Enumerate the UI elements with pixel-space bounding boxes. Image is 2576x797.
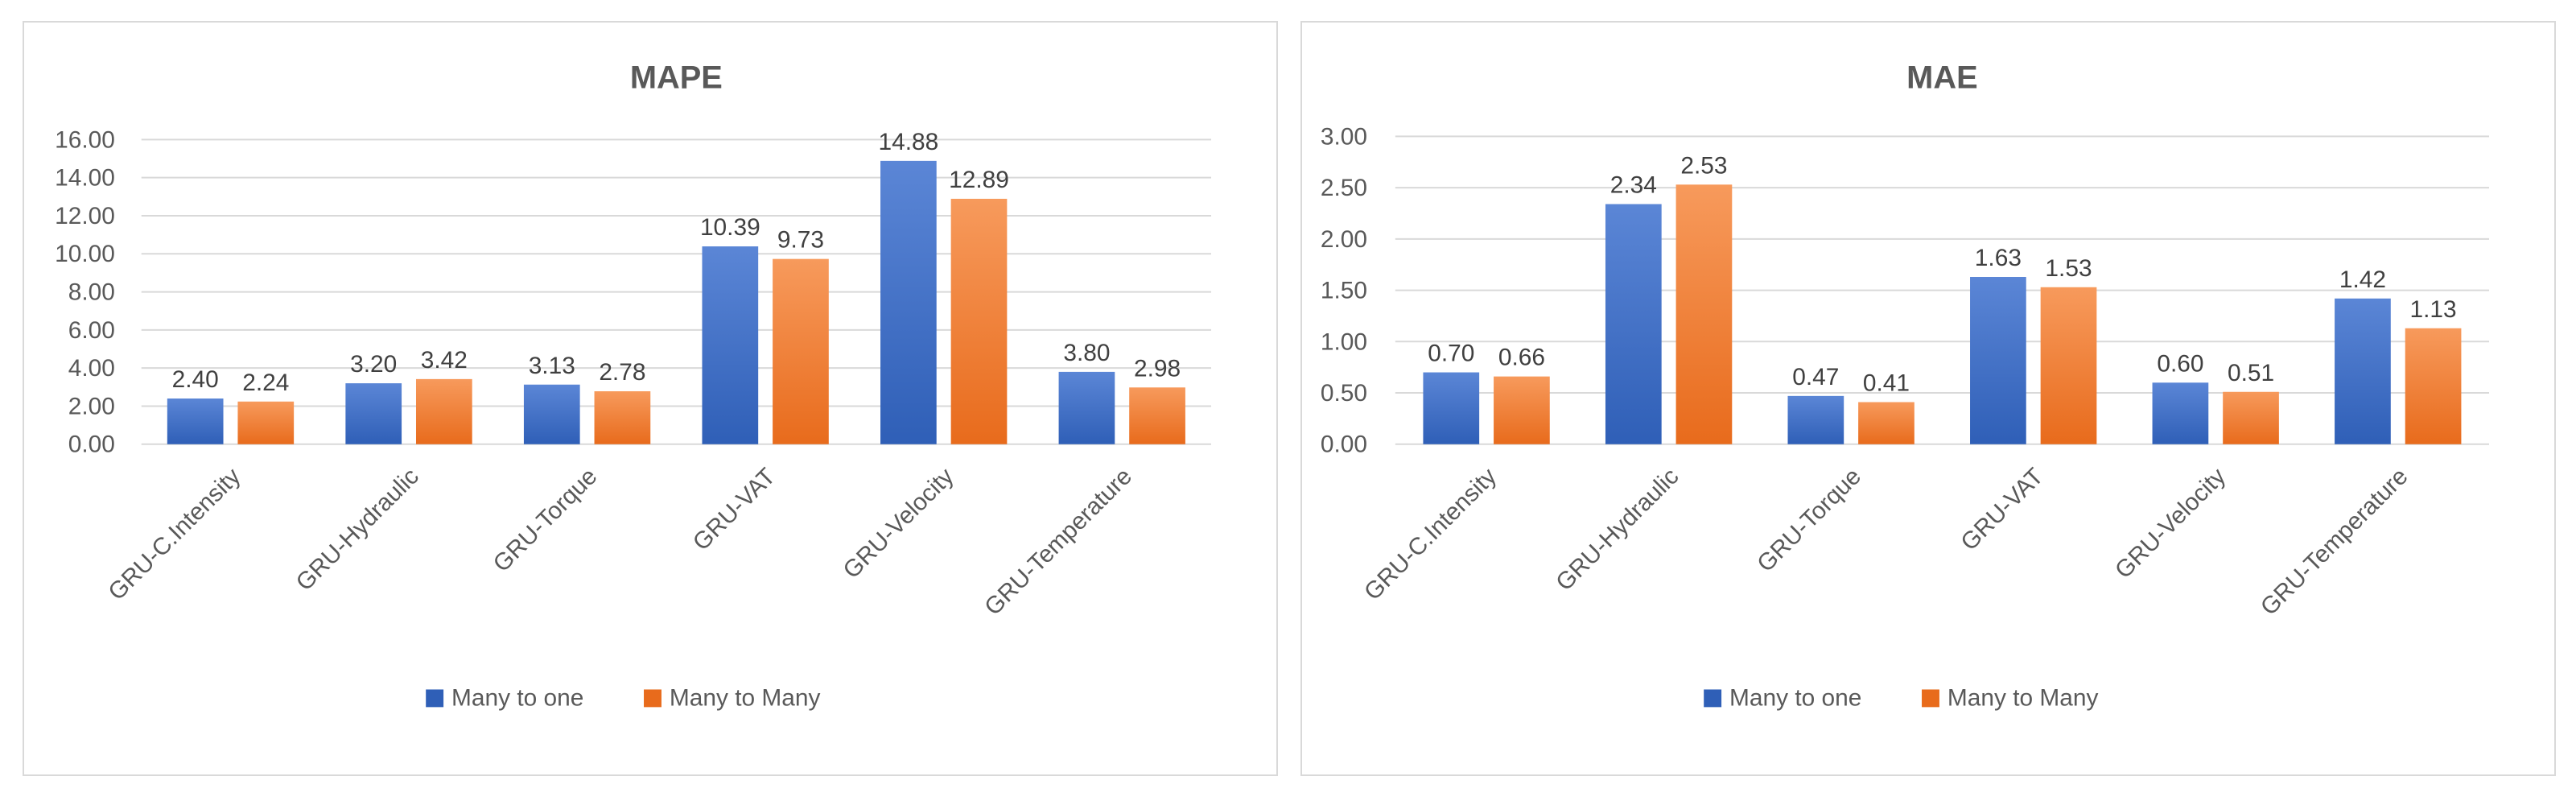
mae-bar-many-to-many	[2040, 287, 2097, 444]
mae-data-label: 0.41	[1863, 370, 1910, 397]
mape-bar-many-to-many	[950, 198, 1008, 444]
mape-data-label: 14.88	[879, 129, 939, 155]
mae-bar-many-to-many	[1858, 402, 1914, 444]
mape-data-label: 12.89	[949, 167, 1009, 193]
mae-bar-many-to-one	[1787, 395, 1844, 444]
mae-legend-label: Many to one	[1729, 684, 1861, 711]
mape-y-tick-label: 4.00	[68, 355, 115, 382]
mae-legend-swatch-many-to-many	[1922, 689, 1939, 708]
mape-legend-swatch-many-to-many	[644, 689, 662, 708]
mape-legend-swatch-many-to-one	[426, 689, 444, 708]
mape-y-tick-label: 0.00	[68, 432, 115, 458]
mape-legend-label: Many to one	[451, 684, 583, 711]
mape-category-label: GRU-C.Intensity	[103, 463, 245, 605]
mae-bar-many-to-many	[1675, 184, 1733, 444]
mape-y-tick-label: 10.00	[55, 241, 115, 267]
mae-data-label: 2.53	[1680, 152, 1727, 179]
mape-bar-many-to-one	[880, 160, 937, 444]
mae-bar-many-to-many	[2223, 391, 2279, 444]
mape-y-tick-label: 12.00	[55, 203, 115, 229]
mape-data-label: 3.80	[1063, 340, 1110, 366]
mae-y-tick-label: 0.00	[1321, 432, 1367, 458]
mae-bar-many-to-many	[2405, 328, 2462, 444]
mape-chart-title: MAPE	[630, 60, 723, 96]
mape-bar-many-to-one	[167, 398, 224, 444]
mae-data-label: 0.66	[1498, 345, 1545, 371]
mape-bar-many-to-many	[594, 391, 651, 444]
mape-bar-many-to-many	[1129, 387, 1185, 444]
mape-bar-many-to-one	[702, 246, 759, 444]
mape-chart: MAPE 0.00 2.00 4.00 6.00 8.00 10.00 12.00 14.00 1…	[55, 60, 1212, 711]
mae-chart-panel: MAE 0.00 0.50 1.00 1.50 2.00 2.50 3.00 0.70 0.66 G…	[1300, 21, 2556, 776]
mae-data-label: 2.34	[1610, 172, 1657, 199]
mape-legend-label: Many to Many	[670, 684, 821, 711]
mape-data-label: 2.98	[1134, 355, 1181, 382]
mae-legend-swatch-many-to-one	[1704, 689, 1722, 708]
mape-y-tick-label: 8.00	[68, 279, 115, 306]
mae-data-label: 0.47	[1792, 364, 1839, 390]
mae-category-label: GRU-C.Intensity	[1359, 463, 1502, 605]
mape-y-tick-label: 14.00	[55, 165, 115, 192]
mape-y-tick-label: 6.00	[68, 317, 115, 344]
mae-data-label: 1.53	[2045, 255, 2092, 282]
mape-data-label: 3.20	[350, 351, 397, 378]
mae-category-label: GRU-VAT	[1956, 463, 2048, 555]
mae-data-label: 1.42	[2339, 266, 2386, 293]
mae-y-tick-label: 2.50	[1321, 175, 1367, 201]
mape-bar-many-to-many	[237, 401, 295, 444]
mae-y-tick-label: 0.50	[1321, 380, 1367, 407]
mae-bar-many-to-one	[1423, 372, 1480, 444]
mape-data-label: 3.42	[421, 347, 468, 374]
mae-bar-many-to-many	[1494, 376, 1550, 444]
mae-category-label: GRU-Velocity	[2110, 463, 2231, 584]
mape-data-label: 2.24	[242, 370, 289, 396]
mae-data-label: 0.70	[1428, 341, 1474, 367]
mae-category-label: GRU-Temperature	[2256, 463, 2413, 621]
mape-data-label: 2.78	[599, 359, 645, 386]
mape-category-label: GRU-Temperature	[979, 463, 1137, 621]
mape-bar-many-to-many	[415, 378, 472, 444]
mape-category-label: GRU-Torque	[488, 463, 603, 577]
mae-chart: MAE 0.00 0.50 1.00 1.50 2.00 2.50 3.00 0.70 0.66 G…	[1321, 60, 2490, 711]
mape-category-label: GRU-Hydraulic	[291, 463, 424, 596]
mae-bar-many-to-one	[2152, 382, 2209, 444]
mape-bar-many-to-one	[345, 383, 402, 444]
mape-bar-many-to-many	[773, 258, 829, 444]
mae-data-label: 1.63	[1975, 245, 2022, 271]
mae-y-tick-label: 1.50	[1321, 278, 1367, 304]
mae-y-tick-label: 3.00	[1321, 123, 1367, 150]
mape-data-label: 9.73	[777, 227, 824, 254]
mape-data-label: 3.13	[529, 353, 575, 379]
mape-data-label: 10.39	[700, 214, 760, 241]
mae-category-label: GRU-Hydraulic	[1551, 463, 1684, 596]
mape-chart-panel: MAPE 0.00 2.00 4.00 6.00 8.00 10.00 12.00 14.00 1…	[23, 21, 1278, 776]
mae-legend-label: Many to Many	[1947, 684, 2099, 711]
mape-bar-many-to-one	[1058, 371, 1115, 444]
mae-data-label: 0.51	[2228, 360, 2274, 386]
mae-y-tick-label: 2.00	[1321, 226, 1367, 253]
mae-bar-many-to-one	[2335, 298, 2391, 444]
mae-chart-title: MAE	[1906, 60, 1977, 96]
mape-bar-many-to-one	[523, 384, 580, 444]
mae-data-label: 1.13	[2410, 296, 2457, 323]
mape-y-tick-label: 16.00	[55, 126, 115, 153]
mae-y-tick-label: 1.00	[1321, 328, 1367, 355]
mape-data-label: 2.40	[172, 366, 219, 393]
mae-bar-many-to-one	[1970, 277, 2026, 444]
mae-category-label: GRU-Torque	[1752, 463, 1866, 577]
mape-category-label: GRU-Velocity	[839, 463, 959, 584]
mape-category-label: GRU-VAT	[688, 463, 781, 555]
mape-y-tick-label: 2.00	[68, 393, 115, 419]
mae-bar-many-to-one	[1605, 204, 1662, 444]
mae-data-label: 0.60	[2157, 350, 2203, 377]
